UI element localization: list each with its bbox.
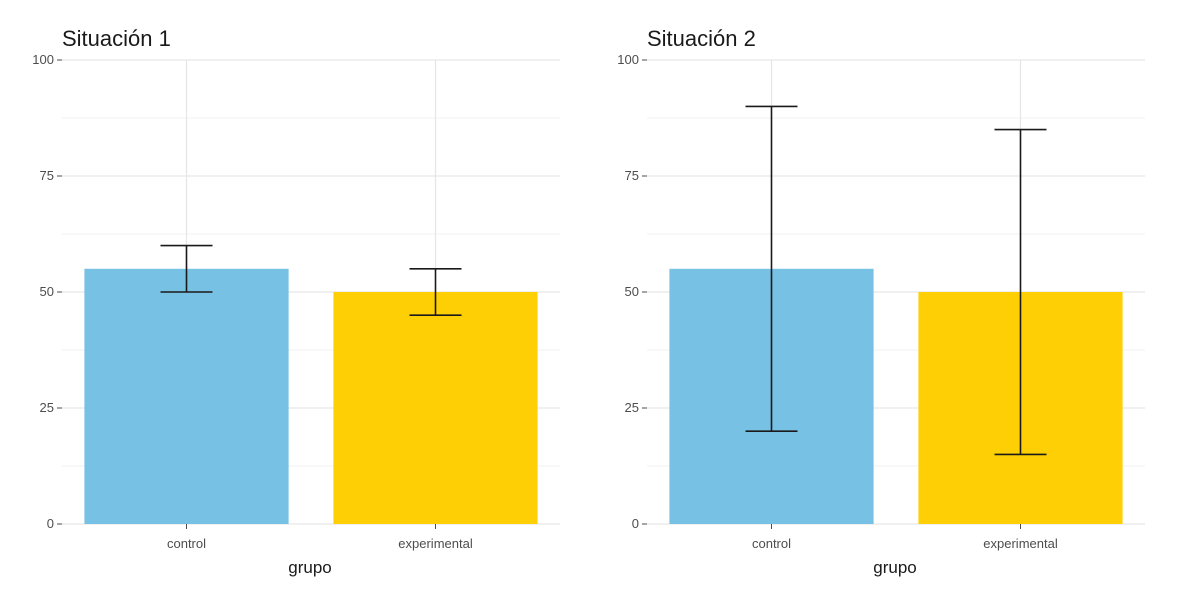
panel-situacion-1: Situación 1 grupo 0 25 50 75 100 control exper… (32, 26, 560, 577)
y-tick-label: 0 (47, 516, 54, 531)
y-tick-label: 100 (617, 52, 639, 67)
bar-control (84, 268, 289, 524)
y-tick-label: 75 (40, 168, 54, 183)
y-tick-label: 0 (632, 516, 639, 531)
x-tick-label: control (752, 536, 791, 551)
chart-title: Situación 2 (647, 26, 756, 51)
y-tick-label: 25 (625, 400, 639, 415)
y-tick-label: 75 (625, 168, 639, 183)
y-tick-label: 50 (40, 284, 54, 299)
y-tick-label: 50 (625, 284, 639, 299)
x-axis-title: grupo (873, 558, 916, 577)
y-tick-label: 25 (40, 400, 54, 415)
x-tick-label: experimental (983, 536, 1058, 551)
x-axis-title: grupo (288, 558, 331, 577)
bar-experimental (333, 292, 538, 524)
chart-title: Situación 1 (62, 26, 171, 51)
x-tick-label: experimental (398, 536, 473, 551)
x-tick-label: control (167, 536, 206, 551)
panel-situacion-2: Situación 2 grupo 0 25 50 75 100 control exper… (617, 26, 1145, 577)
y-tick-label: 100 (32, 52, 54, 67)
